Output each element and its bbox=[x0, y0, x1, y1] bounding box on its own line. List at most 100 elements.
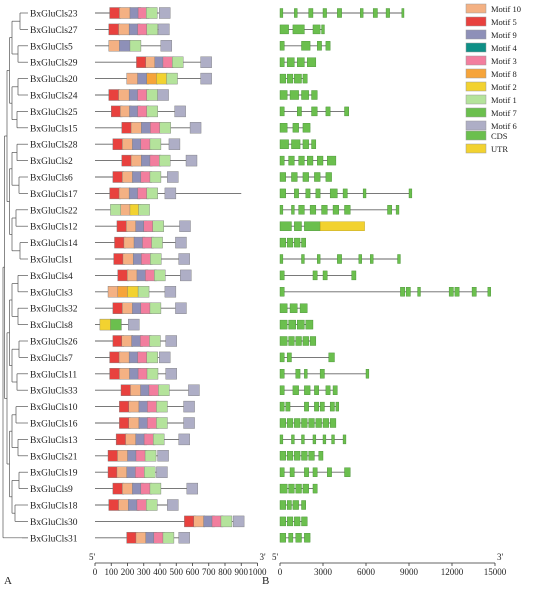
motif-box bbox=[119, 7, 131, 19]
cds-block bbox=[279, 418, 286, 428]
gene-label: BxGluCls9 bbox=[30, 485, 73, 495]
motif-row bbox=[95, 72, 212, 85]
motif-box bbox=[193, 515, 206, 528]
cds-block bbox=[400, 287, 405, 297]
cds-block bbox=[285, 401, 291, 412]
cds-block bbox=[294, 8, 298, 18]
structure-row bbox=[279, 483, 318, 494]
cds-block bbox=[279, 270, 285, 281]
motif-box bbox=[151, 236, 163, 249]
cds-block bbox=[337, 8, 342, 18]
motif-box bbox=[117, 286, 129, 298]
cds-block bbox=[279, 123, 288, 133]
cds-block bbox=[312, 483, 318, 494]
cds-block bbox=[295, 369, 301, 379]
tick-label: 6000 bbox=[357, 567, 376, 577]
cds-block bbox=[301, 451, 308, 461]
motif-box bbox=[158, 23, 170, 36]
motif-box bbox=[146, 72, 158, 85]
cds-block bbox=[279, 237, 286, 248]
cds-block bbox=[322, 434, 327, 445]
cds-block bbox=[292, 123, 299, 133]
cds-block bbox=[279, 57, 285, 67]
cds-block bbox=[311, 106, 318, 117]
cds-block bbox=[319, 401, 325, 412]
cds-block bbox=[305, 188, 311, 199]
legend-swatch bbox=[465, 81, 487, 92]
cds-block bbox=[401, 8, 405, 18]
structure-row bbox=[279, 303, 308, 313]
cds-block bbox=[294, 221, 302, 231]
motif-row bbox=[95, 138, 181, 150]
motif-row bbox=[95, 269, 192, 282]
structure-row bbox=[279, 319, 314, 330]
cds-block bbox=[279, 90, 288, 100]
motif-row bbox=[95, 417, 195, 429]
motif-box bbox=[108, 40, 121, 52]
motif-row bbox=[95, 171, 179, 183]
cds-block bbox=[307, 155, 314, 166]
cds-block bbox=[301, 516, 308, 527]
motif-box bbox=[183, 400, 195, 413]
structure-row bbox=[279, 254, 401, 264]
tick-label: 1000 bbox=[249, 567, 268, 577]
structure-row bbox=[279, 385, 338, 395]
cds-block bbox=[279, 155, 285, 166]
motif-box bbox=[150, 253, 162, 265]
motif-box bbox=[149, 138, 162, 150]
cds-block bbox=[308, 451, 315, 461]
cds-block bbox=[309, 205, 317, 215]
cds-block bbox=[301, 41, 311, 51]
motif-box bbox=[107, 286, 120, 298]
legend-label: Motif 3 bbox=[491, 56, 517, 66]
motif-box bbox=[121, 335, 134, 347]
motif-box bbox=[146, 368, 159, 380]
motif-box bbox=[165, 335, 177, 347]
gene-label: BxGluCls24 bbox=[30, 92, 78, 102]
motif-row bbox=[95, 89, 169, 101]
tick-label: 0 bbox=[93, 567, 98, 577]
motif-box bbox=[110, 318, 122, 331]
motif-box bbox=[108, 499, 121, 511]
cds-block bbox=[385, 8, 390, 18]
cds-block bbox=[286, 352, 292, 363]
cds-block bbox=[279, 73, 286, 84]
legend-label: Motif 9 bbox=[491, 30, 517, 40]
legend-swatch bbox=[465, 55, 487, 66]
gene-label: BxGluCls14 bbox=[30, 239, 78, 249]
motif-box bbox=[167, 499, 179, 511]
motif-box bbox=[125, 433, 137, 446]
cds-block bbox=[292, 24, 305, 35]
cds-block bbox=[325, 41, 331, 51]
cds-block bbox=[279, 287, 285, 297]
motif-box bbox=[146, 23, 158, 36]
motif-box bbox=[178, 433, 190, 446]
cds-block bbox=[291, 205, 295, 215]
motif-box bbox=[116, 466, 129, 478]
motif-box bbox=[146, 187, 158, 200]
structure-row bbox=[279, 205, 400, 215]
gene-label: BxGluCls25 bbox=[30, 108, 78, 118]
structure-row bbox=[279, 500, 307, 510]
legend-swatch bbox=[465, 94, 487, 105]
legend-label: Motif 4 bbox=[491, 43, 517, 53]
gene-label: BxGluCls30 bbox=[30, 518, 78, 528]
motif-box bbox=[200, 72, 212, 85]
gene-label: BxGluCls6 bbox=[30, 174, 73, 184]
gene-label: BxGluCls21 bbox=[30, 452, 78, 462]
cds-block bbox=[307, 57, 317, 67]
motif-row bbox=[95, 384, 200, 396]
motif-row bbox=[95, 351, 171, 364]
structure-axis: 0 3000 6000 9000 12000 15000 5' 3' B bbox=[262, 552, 507, 587]
tick-label: 700 bbox=[202, 567, 216, 577]
motif-box bbox=[135, 532, 148, 544]
cds-block bbox=[329, 418, 337, 428]
cds-block bbox=[279, 139, 289, 149]
motif-box bbox=[122, 482, 134, 495]
gene-label: BxGluCls11 bbox=[30, 370, 77, 380]
cds-block bbox=[387, 205, 393, 215]
motif-box bbox=[167, 171, 179, 183]
gene-label: BxGluCls4 bbox=[30, 272, 73, 282]
structure-row bbox=[279, 73, 308, 84]
cds-block bbox=[294, 418, 301, 428]
